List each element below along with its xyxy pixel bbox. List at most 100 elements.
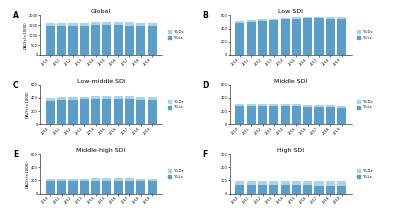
Bar [136, 26, 146, 55]
Bar [303, 104, 312, 107]
Legend: YLDs, YLLs: YLDs, YLLs [356, 29, 374, 41]
Bar [68, 179, 78, 181]
Bar [57, 100, 66, 124]
Bar [314, 107, 324, 124]
Bar [46, 181, 55, 194]
Legend: YLDs, YLLs: YLDs, YLLs [167, 99, 184, 110]
Bar [303, 185, 312, 194]
Bar [57, 97, 66, 100]
Bar [337, 106, 346, 108]
Bar [57, 23, 66, 26]
Bar [114, 96, 123, 99]
Bar [125, 99, 134, 124]
Bar [91, 178, 100, 181]
Bar [57, 179, 66, 181]
Text: D: D [203, 81, 209, 90]
Bar [292, 185, 301, 194]
Bar [91, 96, 100, 99]
Bar [235, 23, 244, 55]
Bar [314, 105, 324, 107]
Bar [148, 97, 157, 100]
Bar [337, 108, 346, 124]
Bar [91, 26, 100, 55]
Bar [303, 18, 312, 55]
Bar [102, 181, 112, 194]
Bar [258, 185, 267, 194]
Bar [258, 19, 267, 21]
Bar [246, 185, 256, 194]
Bar [337, 19, 346, 55]
Bar [269, 185, 278, 194]
Bar [280, 185, 290, 194]
Bar [125, 178, 134, 181]
Y-axis label: DALYs(×1000): DALYs(×1000) [26, 91, 30, 118]
Bar [102, 22, 112, 25]
Bar [314, 17, 324, 18]
Bar [125, 22, 134, 26]
Bar [46, 23, 55, 26]
Y-axis label: DALYs(×1000): DALYs(×1000) [26, 160, 30, 188]
Bar [269, 181, 278, 185]
Title: High SDI: High SDI [277, 148, 304, 153]
Bar [326, 107, 335, 124]
Bar [136, 181, 146, 194]
Bar [235, 106, 244, 124]
Bar [80, 22, 89, 26]
Bar [292, 181, 301, 185]
Bar [125, 96, 134, 99]
Bar [326, 105, 335, 107]
Bar [80, 181, 89, 194]
Bar [292, 104, 301, 106]
Bar [314, 185, 324, 194]
Bar [292, 19, 301, 55]
Bar [326, 181, 335, 186]
Bar [326, 17, 335, 19]
Title: Low SDI: Low SDI [278, 9, 303, 14]
Bar [269, 20, 278, 55]
Bar [102, 25, 112, 55]
Bar [269, 104, 278, 106]
Bar [148, 181, 157, 194]
Bar [258, 106, 267, 124]
Bar [292, 106, 301, 124]
Bar [303, 17, 312, 18]
Bar [136, 100, 146, 124]
Bar [246, 106, 256, 124]
Text: E: E [13, 150, 18, 159]
Bar [46, 101, 55, 124]
Bar [280, 181, 290, 185]
Text: F: F [203, 150, 208, 159]
Bar [68, 97, 78, 100]
Bar [102, 178, 112, 181]
Bar [246, 22, 256, 55]
Bar [235, 104, 244, 106]
Bar [80, 179, 89, 181]
Bar [303, 107, 312, 124]
Bar [114, 181, 123, 194]
Bar [280, 19, 290, 55]
Bar [235, 21, 244, 23]
Bar [57, 26, 66, 55]
Bar [314, 18, 324, 55]
Bar [269, 106, 278, 124]
Bar [136, 179, 146, 181]
Bar [269, 18, 278, 20]
Bar [246, 20, 256, 22]
Bar [46, 98, 55, 101]
Bar [102, 99, 112, 124]
Bar [68, 23, 78, 26]
Bar [91, 99, 100, 124]
Bar [91, 181, 100, 194]
Bar [136, 97, 146, 100]
Bar [148, 179, 157, 181]
Text: C: C [13, 81, 19, 90]
Bar [46, 26, 55, 55]
Bar [235, 181, 244, 185]
Bar [337, 17, 346, 19]
Bar [80, 26, 89, 55]
Bar [114, 178, 123, 181]
Bar [57, 181, 66, 194]
Bar [80, 99, 89, 124]
Bar [102, 96, 112, 99]
Bar [292, 17, 301, 19]
